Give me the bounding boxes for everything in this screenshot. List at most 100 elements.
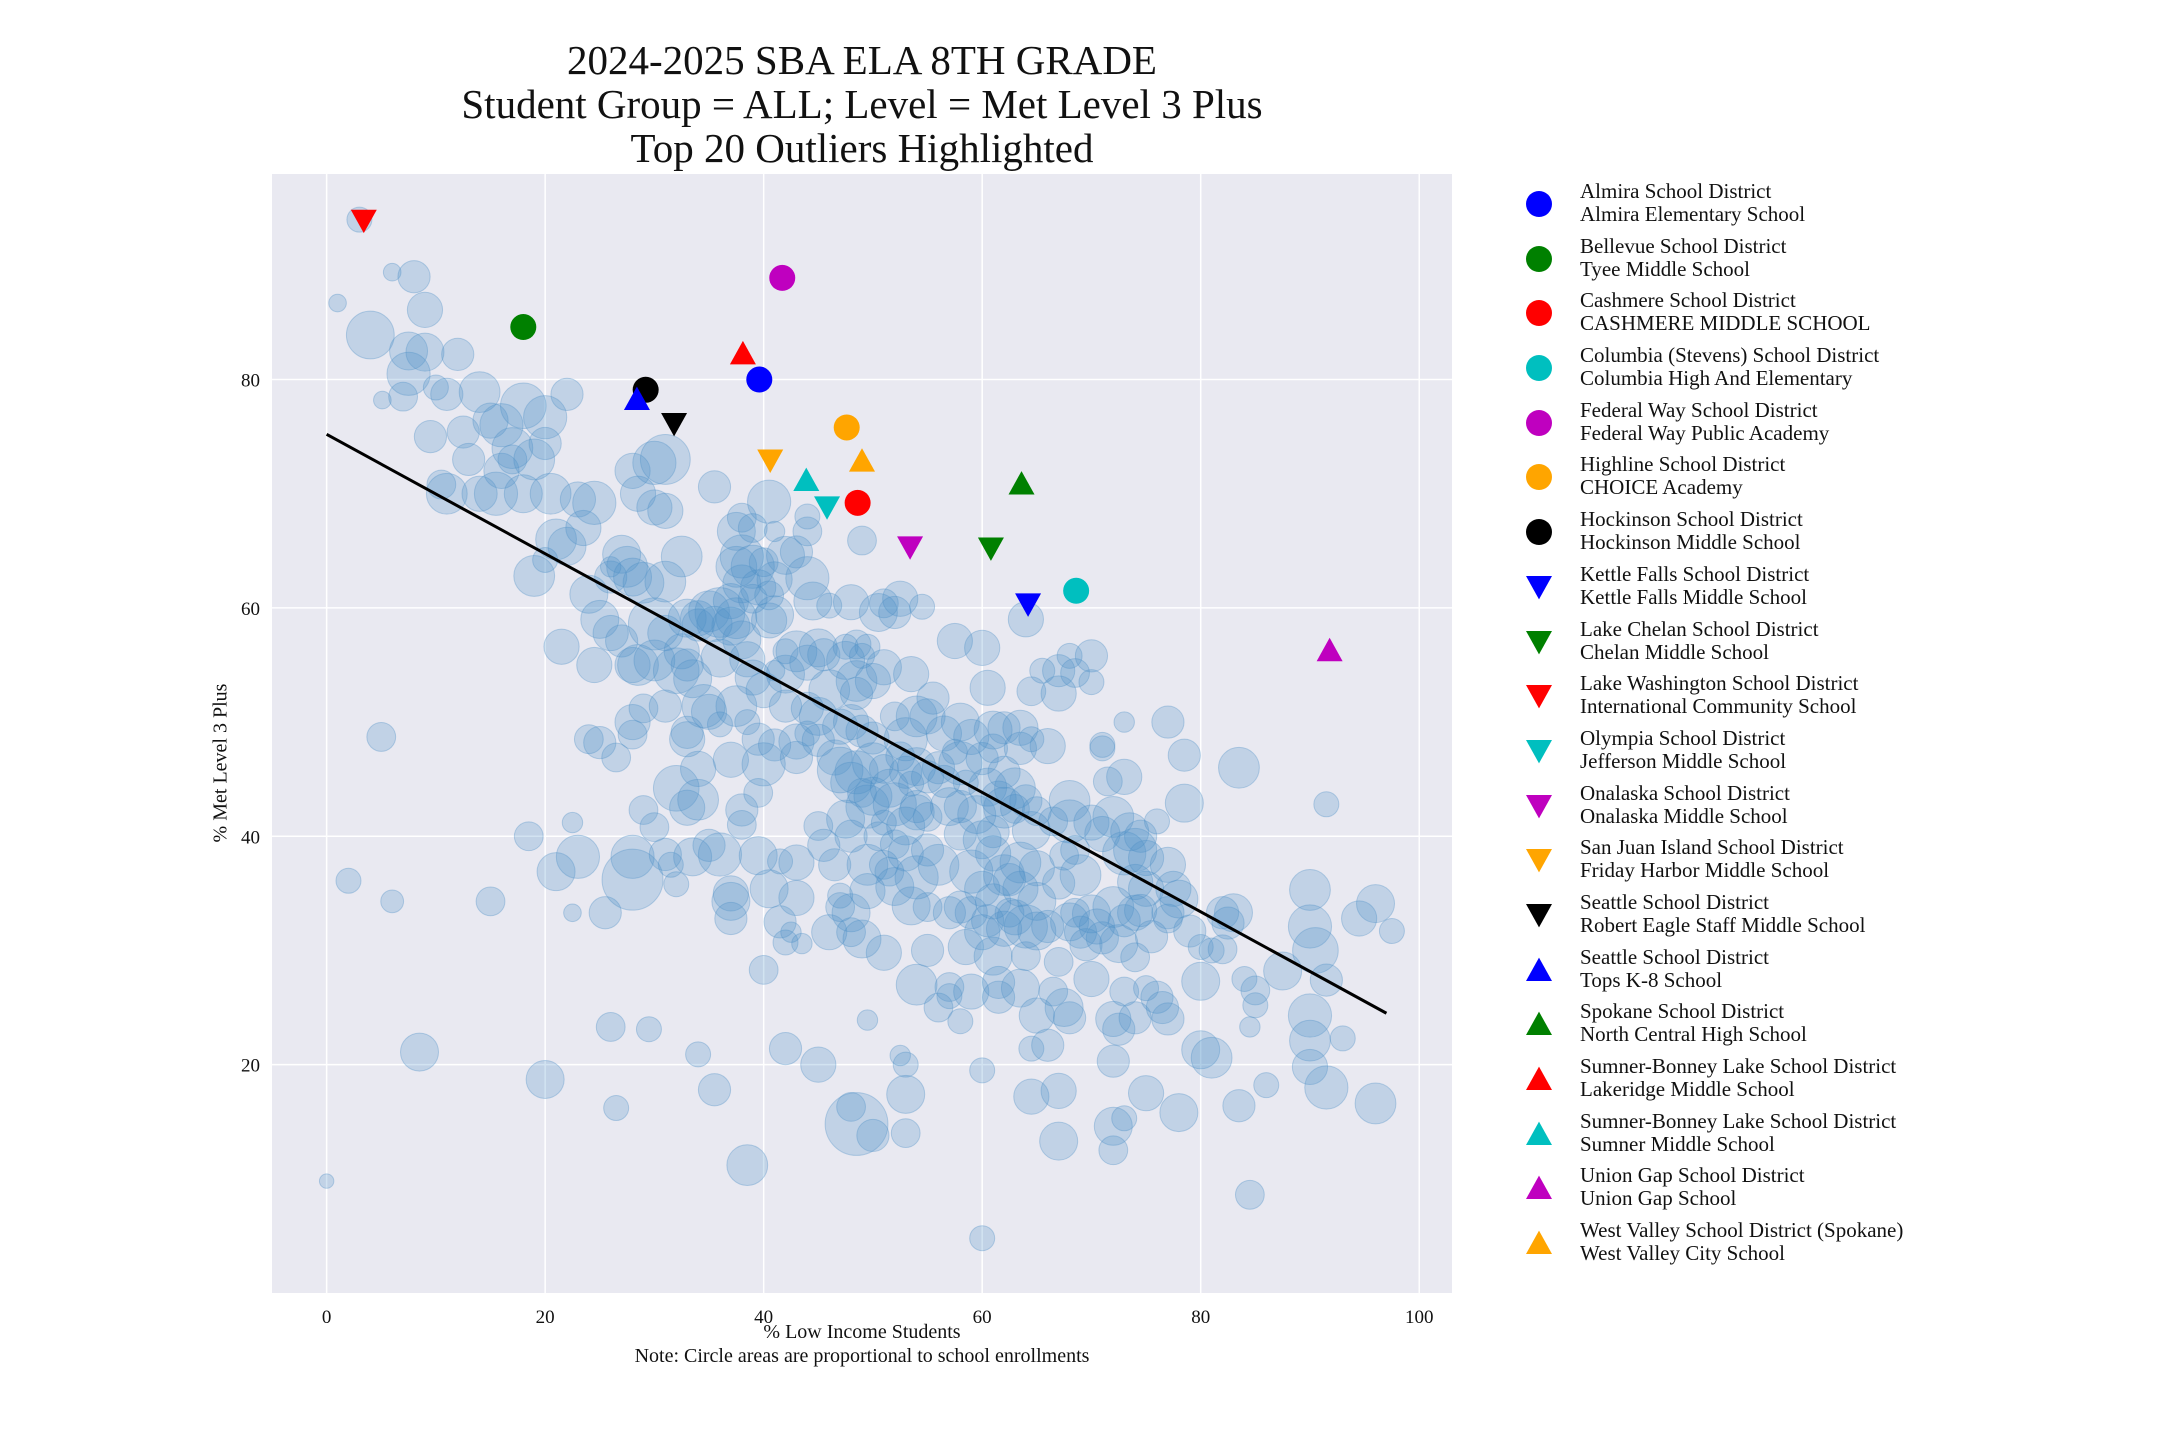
school-point (778, 879, 815, 917)
school-point (778, 844, 815, 881)
legend-marker (1526, 409, 1552, 436)
school-point (772, 638, 799, 665)
school-point (811, 914, 848, 951)
legend-label: Seattle School District Tops K-8 School (1580, 945, 1769, 992)
school-point (1149, 846, 1187, 883)
school-point (1031, 909, 1065, 944)
school-point (1354, 1082, 1397, 1125)
school-point (854, 662, 892, 700)
legend-school: Lakeridge Middle School (1580, 1077, 1795, 1101)
school-point (692, 828, 726, 863)
school-point (1198, 937, 1225, 964)
school-point (976, 815, 1010, 849)
school-point (635, 1016, 662, 1043)
legend-school: Tyee Middle School (1580, 256, 1750, 281)
school-point (1304, 1065, 1349, 1110)
school-point (1134, 920, 1169, 954)
school-point (870, 809, 897, 836)
school-point (1287, 904, 1333, 949)
school-point (1074, 639, 1109, 673)
x-tick-label: 0 (322, 1307, 332, 1328)
school-point (740, 569, 777, 606)
legend-label: Sumner-Bonney Lake School District Sumner… (1580, 1108, 1897, 1156)
school-point (953, 718, 990, 756)
legend-district: Kettle Falls School District (1580, 561, 1810, 586)
legend-district: Sumner-Bonney Lake School District (1580, 1054, 1897, 1078)
legend-district: Highline School District (1580, 452, 1786, 477)
school-point (561, 811, 584, 834)
school-point (1313, 791, 1340, 818)
outlier-marker (1316, 637, 1343, 662)
school-point (663, 871, 690, 898)
legend-marker-shape (1526, 300, 1552, 327)
school-point (996, 899, 1034, 936)
legend-marker (1526, 300, 1552, 327)
legend-label: San Juan Island School District Friday Ha… (1580, 836, 1844, 882)
school-point (680, 750, 717, 787)
school-point (953, 973, 990, 1010)
legend-marker (1526, 1066, 1552, 1091)
school-point (345, 310, 395, 360)
school-point (622, 561, 665, 604)
school-point (446, 415, 480, 449)
school-point (601, 848, 664, 911)
school-point (748, 954, 779, 985)
school-point (923, 992, 954, 1023)
outlier-marker (977, 537, 1004, 561)
school-point (1048, 779, 1091, 822)
school-point (1003, 904, 1048, 949)
school-point (973, 936, 1013, 976)
school-point (673, 837, 713, 877)
school-point (1071, 894, 1111, 934)
legend-label: West Valley School District (Spokane) Wes… (1580, 1219, 1903, 1265)
school-point (389, 331, 429, 371)
school-point (737, 583, 768, 614)
school-point (1018, 1035, 1045, 1062)
school-point (430, 377, 464, 411)
school-point (964, 914, 1001, 951)
school-point (763, 905, 797, 939)
school-point (1110, 812, 1150, 852)
outlier-marker (833, 414, 860, 441)
legend-label: Federal Way School District Federal Way P… (1580, 398, 1829, 445)
school-point (1117, 894, 1154, 931)
school-point (1031, 1028, 1065, 1062)
school-point (756, 561, 793, 598)
school-point (849, 642, 875, 669)
school-point (865, 649, 902, 686)
school-point (868, 588, 899, 619)
school-point (947, 1008, 974, 1035)
legend-marker (1526, 191, 1552, 217)
school-point (606, 545, 648, 588)
outlier-marker (661, 413, 688, 437)
school-point (1060, 897, 1090, 928)
legend-label: Seattle School District Robert Eagle Staf… (1580, 890, 1865, 937)
school-point (766, 535, 806, 575)
school-point (757, 728, 792, 762)
school-point (1073, 804, 1110, 841)
legend-marker-shape (1526, 1176, 1552, 1200)
legend-label: Union Gap School District Union Gap Schoo… (1580, 1164, 1805, 1210)
school-point (588, 896, 622, 930)
school-point (513, 438, 556, 481)
school-point (1093, 1106, 1133, 1146)
school-point (1187, 934, 1214, 961)
y-axis-label: % Met Level 3 Plus (209, 683, 232, 843)
legend-district: Sumner-Bonney Lake School District (1580, 1108, 1897, 1133)
school-point (1117, 863, 1154, 901)
legend-item: Kettle Falls School District Kettle Falls… (1523, 561, 2143, 616)
y-tick-label: 80 (241, 371, 260, 392)
legend-marker-shape (1526, 1230, 1552, 1255)
school-point (1107, 904, 1141, 938)
school-point (1029, 727, 1066, 765)
legend-school: Sumner Middle School (1580, 1131, 1775, 1156)
school-point (1018, 726, 1045, 753)
legend-item: Onalaska School District Onalaska Middle … (1523, 780, 2143, 835)
legend-marker (1526, 575, 1552, 600)
school-point (973, 710, 1013, 750)
legend-item: San Juan Island School District Friday Ha… (1523, 834, 2143, 889)
legend-school: Union Gap School (1580, 1186, 1737, 1211)
school-point (1000, 968, 1040, 1008)
school-point (652, 647, 700, 694)
legend-item: Union Gap School District Union Gap Schoo… (1523, 1162, 2143, 1217)
